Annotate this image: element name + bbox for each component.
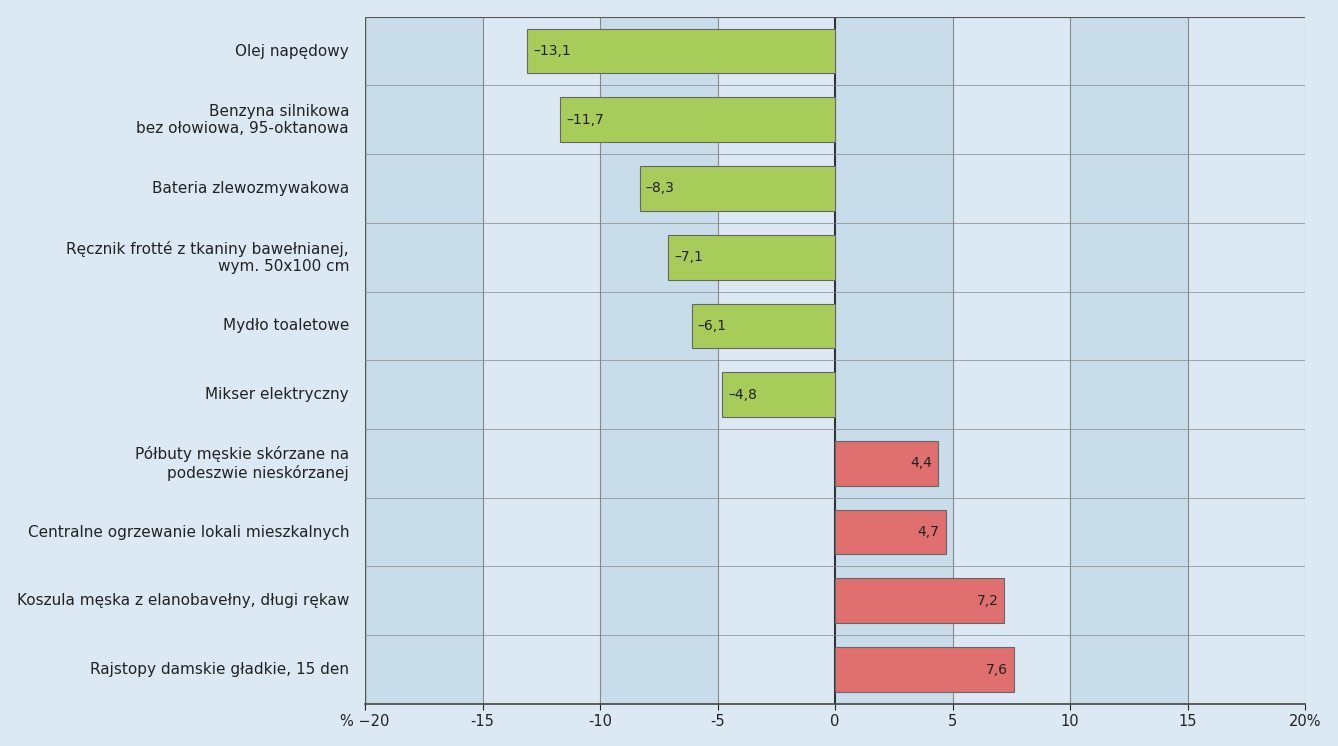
Bar: [723, 372, 835, 417]
Text: 7,6: 7,6: [986, 662, 1008, 677]
Text: –8,3: –8,3: [646, 181, 674, 195]
Bar: [692, 304, 835, 348]
Text: –4,8: –4,8: [728, 388, 757, 401]
Text: –13,1: –13,1: [533, 44, 571, 58]
Bar: [835, 16, 953, 704]
Text: 4,7: 4,7: [918, 525, 939, 539]
Bar: [835, 648, 1014, 692]
Text: 7,2: 7,2: [977, 594, 998, 608]
Bar: [835, 510, 946, 554]
Text: –7,1: –7,1: [674, 250, 702, 264]
Text: –6,1: –6,1: [697, 319, 727, 333]
Bar: [365, 16, 483, 704]
Bar: [668, 235, 835, 280]
Text: –11,7: –11,7: [566, 113, 603, 127]
Bar: [835, 441, 938, 486]
Bar: [561, 98, 835, 142]
Bar: [527, 28, 835, 73]
Text: 4,4: 4,4: [911, 457, 933, 471]
Bar: [835, 578, 1005, 623]
Bar: [1070, 16, 1188, 704]
Bar: [599, 16, 717, 704]
Bar: [640, 166, 835, 211]
